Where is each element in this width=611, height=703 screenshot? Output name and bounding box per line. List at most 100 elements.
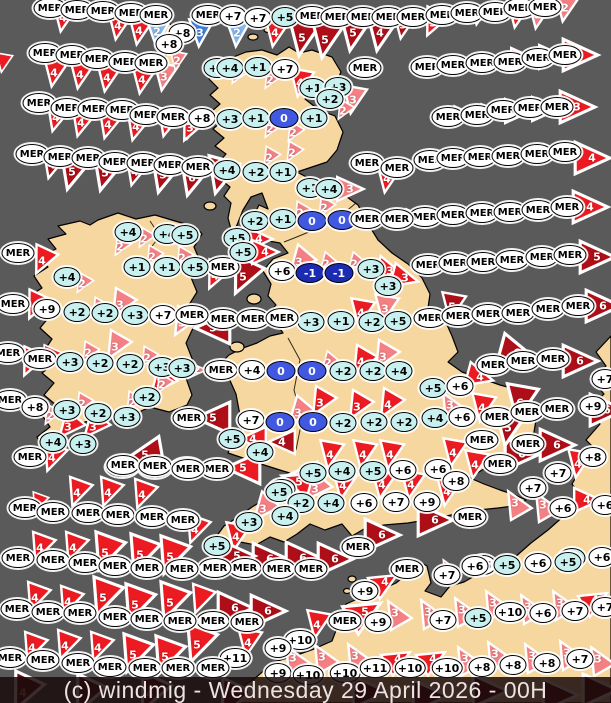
sea-marker-oval: MER [106, 455, 140, 475]
temperature-marker: +6 [268, 261, 296, 281]
sea-marker-oval: MER [294, 559, 328, 579]
temperature-marker: +3 [235, 512, 263, 532]
sea-marker-oval: MER [0, 343, 25, 363]
temperature-marker: +7 [429, 610, 457, 630]
sea-marker-oval: MER [436, 205, 470, 225]
sea-marker-oval: MER [262, 559, 296, 579]
temperature-marker: 0 [269, 108, 299, 128]
temperature-marker: +8 [21, 397, 49, 417]
temperature-marker: +3 [56, 352, 84, 372]
temperature-marker: +7 [561, 601, 589, 621]
temperature-marker: +6 [529, 603, 557, 623]
temperature-marker: 0 [266, 361, 296, 381]
sea-marker-oval: MER [13, 447, 47, 467]
temperature-marker: +7 [591, 369, 611, 389]
temperature-marker: -1 [295, 263, 325, 283]
sea-marker-oval: MER [510, 402, 544, 422]
sea-marker-oval: MER [466, 252, 500, 272]
temperature-marker: +7 [219, 6, 247, 26]
temperature-marker: +5 [493, 555, 521, 575]
sea-marker-oval: MER [198, 558, 232, 578]
sea-marker-oval: MER [134, 53, 168, 73]
temperature-marker: 0 [298, 412, 328, 432]
sea-marker-oval: MER [521, 200, 555, 220]
sea-marker-oval: MER [68, 553, 102, 573]
sea-marker-oval: MER [98, 556, 132, 576]
temperature-marker: +9 [579, 396, 607, 416]
sea-marker-oval: MER [36, 502, 70, 522]
temperature-marker: 0 [265, 412, 295, 432]
sea-marker-oval: MER [196, 658, 230, 678]
temperature-marker: +3 [69, 434, 97, 454]
temperature-marker: +5 [359, 461, 387, 481]
sea-marker-oval: MER [561, 296, 595, 316]
temperature-marker: +7 [271, 59, 299, 79]
temperature-marker: +6 [549, 498, 577, 518]
sea-marker-oval: MER [161, 658, 195, 678]
temperature-marker: +3 [113, 407, 141, 427]
sea-marker-oval: MER [206, 309, 240, 329]
temperature-marker: +4 [328, 461, 356, 481]
sea-marker-oval: MER [471, 304, 505, 324]
temperature-marker: +1 [269, 209, 297, 229]
sea-marker-oval: MER [71, 503, 105, 523]
temperature-marker: +2 [242, 162, 270, 182]
temperature-marker: 0 [297, 361, 327, 381]
temperature-marker: +4 [39, 432, 67, 452]
temperature-marker: +9 [351, 581, 379, 601]
temperature-marker: +5 [299, 463, 327, 483]
footer-bar: (c) windmig - Wednesday 29 April 2026 - … [0, 677, 611, 703]
temperature-marker: +9 [364, 612, 392, 632]
sea-marker-oval: MER [511, 434, 545, 454]
sea-marker-oval: MER [171, 459, 205, 479]
sea-marker-oval: MER [548, 142, 582, 162]
sea-marker-oval: MER [506, 351, 540, 371]
temperature-marker: +5 [218, 429, 246, 449]
sea-marker-oval: MER [15, 144, 49, 164]
temperature-marker: +2 [116, 354, 144, 374]
temperature-marker: +9 [264, 638, 292, 658]
temperature-marker: +7 [149, 305, 177, 325]
temperature-marker: +2 [84, 403, 112, 423]
temperature-marker: +2 [390, 412, 418, 432]
temperature-marker: +6 [389, 460, 417, 480]
temperature-marker: +10 [494, 602, 526, 622]
sea-marker-oval: MER [441, 306, 475, 326]
sea-marker-oval: MER [204, 360, 238, 380]
sea-marker-oval: MER [501, 303, 535, 323]
sea-marker-oval: MER [228, 558, 262, 578]
temperature-marker: +6 [350, 493, 378, 513]
temperature-marker: +7 [433, 565, 461, 585]
island-anglesey [229, 341, 245, 353]
temperature-marker: +3 [121, 305, 149, 325]
sea-marker-oval: MER [390, 559, 424, 579]
sea-marker-oval: MER [350, 209, 384, 229]
sea-marker-oval: MER [495, 250, 529, 270]
temperature-marker: +2 [316, 89, 344, 109]
sea-marker-oval: MER [93, 657, 127, 677]
sea-marker-oval: MER [341, 537, 375, 557]
temperature-marker: +1 [123, 257, 151, 277]
sea-marker-oval: MER [23, 349, 57, 369]
temperature-marker: +3 [374, 276, 402, 296]
temperature-marker: +5 [464, 608, 492, 628]
temperature-marker: +5 [419, 378, 447, 398]
sea-marker-oval: MER [476, 355, 510, 375]
sea-marker-oval: MER [101, 505, 135, 525]
sea-marker-oval: MER [128, 658, 162, 678]
temperature-marker: +5 [229, 242, 257, 262]
temperature-marker: +1 [242, 108, 270, 128]
temperature-marker: +4 [421, 408, 449, 428]
temperature-marker: +2 [63, 302, 91, 322]
temperature-marker: +8 [442, 471, 470, 491]
temperature-marker: +2 [359, 361, 387, 381]
sea-marker-oval: MER [26, 650, 60, 670]
sea-marker-oval: MER [531, 299, 565, 319]
sea-marker-oval: MER [0, 648, 27, 668]
temperature-marker: +10 [394, 658, 426, 678]
temperature-marker: +5 [554, 552, 582, 572]
sea-marker-oval: MER [0, 294, 30, 314]
sea-marker-oval: MER [436, 55, 470, 75]
temperature-marker: +3 [357, 259, 385, 279]
